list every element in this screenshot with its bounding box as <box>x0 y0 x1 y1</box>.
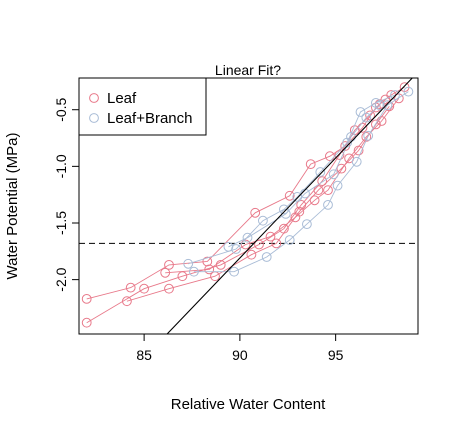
data-point <box>317 176 328 187</box>
data-point <box>246 249 257 260</box>
y-axis: -2.0 -1.5 -1.0 -0.5 <box>53 97 79 292</box>
data-point <box>323 185 333 196</box>
y-tick-label: -0.5 <box>53 97 69 121</box>
data-point <box>403 86 414 97</box>
plot-frame <box>78 77 419 335</box>
data-point <box>315 167 326 177</box>
data-point <box>261 252 272 262</box>
data-point <box>300 188 310 199</box>
data-point <box>302 219 312 230</box>
x-tick-label: 95 <box>328 347 344 363</box>
data-point <box>361 132 372 142</box>
x-axis-label: Relative Water Content <box>171 396 326 413</box>
data-point <box>313 185 324 196</box>
data-point <box>279 204 289 215</box>
x-axis: 85 90 95 <box>136 334 344 363</box>
data-point <box>393 93 404 104</box>
data-point <box>284 235 295 245</box>
data-point <box>189 266 199 277</box>
data-point <box>229 266 240 277</box>
data-point <box>258 215 268 226</box>
series-line <box>193 91 409 273</box>
data-point <box>336 163 347 174</box>
series-line <box>228 104 381 248</box>
data-point <box>309 195 320 206</box>
legend-swatch-leaf-branch <box>89 113 99 123</box>
data-point <box>305 159 316 170</box>
data-point <box>290 212 301 223</box>
data-point <box>371 119 381 130</box>
data-point <box>240 239 251 250</box>
data-point <box>328 169 339 180</box>
data-point <box>323 200 333 210</box>
data-point <box>160 267 171 278</box>
data-point <box>355 107 366 117</box>
data-point <box>271 238 282 249</box>
legend-label-leaf-branch: Leaf+Branch <box>107 110 192 127</box>
series-leaf-branch <box>183 86 414 277</box>
fit-line <box>166 77 413 335</box>
chart-title: Linear Fit? <box>215 62 281 78</box>
series-line <box>126 106 390 302</box>
data-point <box>265 231 276 242</box>
data-point <box>363 130 374 141</box>
data-point <box>351 156 362 167</box>
data-point <box>374 100 385 111</box>
data-point <box>332 180 343 191</box>
data-point <box>250 207 261 218</box>
data-point <box>81 317 92 328</box>
data-point <box>284 190 295 201</box>
legend-label-leaf: Leaf <box>107 90 137 107</box>
data-point <box>390 90 400 100</box>
data-point <box>122 296 132 307</box>
data-point <box>361 112 372 123</box>
data-point <box>183 258 194 269</box>
data-point <box>204 264 215 275</box>
data-point <box>382 100 393 111</box>
y-tick-label: -1.0 <box>53 154 69 178</box>
legend-box <box>78 77 207 136</box>
data-point <box>164 260 174 270</box>
data-point <box>125 282 136 293</box>
data-point <box>164 283 174 294</box>
y-tick-label: -2.0 <box>53 267 69 291</box>
series-leaf <box>81 82 410 328</box>
data-marks <box>79 77 418 335</box>
data-point <box>223 241 234 252</box>
data-point <box>139 283 150 294</box>
legend-swatch-leaf <box>89 93 99 103</box>
y-axis-label: Water Potential (MPa) <box>4 133 21 280</box>
data-point <box>242 232 253 243</box>
y-tick-label: -1.5 <box>53 211 69 235</box>
legend: Leaf Leaf+Branch <box>78 77 207 136</box>
data-point <box>81 294 92 304</box>
x-tick-label: 85 <box>136 347 152 363</box>
data-point <box>231 244 242 254</box>
x-tick-label: 90 <box>232 347 248 363</box>
data-point <box>202 256 213 267</box>
series-line <box>188 94 396 265</box>
